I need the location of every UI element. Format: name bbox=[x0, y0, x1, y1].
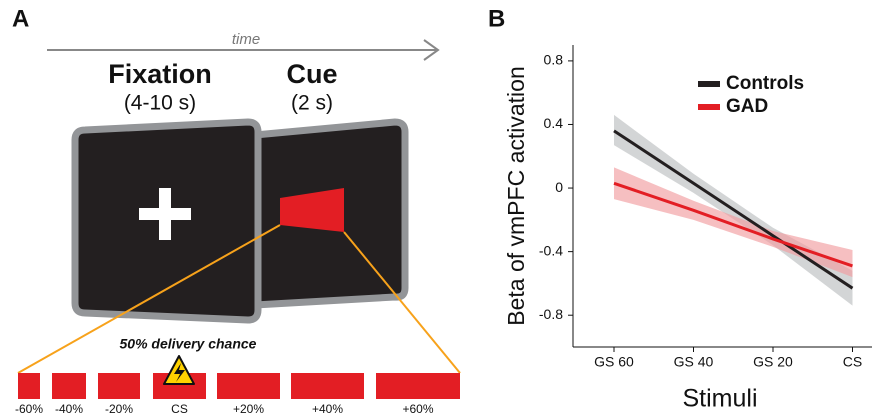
panel-label: A bbox=[12, 5, 29, 32]
y-tick-label: -0.8 bbox=[539, 306, 563, 322]
stimulus-label: +60% bbox=[402, 402, 433, 416]
x-tick-label: GS 40 bbox=[674, 354, 714, 370]
legend-label: GAD bbox=[726, 96, 768, 117]
stimulus-bar bbox=[18, 373, 40, 399]
stimulus-bar bbox=[217, 373, 280, 399]
x-tick-label: GS 20 bbox=[753, 354, 793, 370]
y-tick-label: 0.8 bbox=[544, 52, 564, 68]
stimulus-label: +20% bbox=[233, 402, 264, 416]
fixation-cross bbox=[139, 208, 191, 220]
cue-stimulus bbox=[280, 188, 344, 232]
stimulus-bar bbox=[291, 373, 364, 399]
y-tick-label: 0.4 bbox=[544, 115, 564, 131]
plot: 0.8 0.4 0 -0.4 -0.8 GS 60 GS 40 GS 20 CS Controls… bbox=[539, 45, 872, 370]
confidence-band bbox=[614, 167, 853, 278]
stimulus-label: -40% bbox=[55, 402, 83, 416]
zoom-line bbox=[17, 224, 281, 374]
y-tick-label: 0 bbox=[555, 179, 563, 195]
delivery-label: 50% delivery chance bbox=[120, 336, 257, 352]
y-tick-label: -0.4 bbox=[539, 242, 563, 258]
y-axis-label: Beta of vmPFC activation bbox=[503, 66, 529, 326]
stimulus-bar bbox=[376, 373, 460, 399]
cue-title: Cue bbox=[286, 59, 337, 89]
series-line bbox=[613, 129, 854, 290]
cue-duration: (2 s) bbox=[291, 92, 333, 115]
stimulus-label: CS bbox=[171, 402, 188, 416]
panel-label: B bbox=[488, 5, 505, 32]
x-axis-label: Stimuli bbox=[682, 385, 757, 413]
time-arrow-head bbox=[423, 39, 440, 61]
stimulus-label: -60% bbox=[15, 402, 43, 416]
stimuli: -60% -40% -20% CS +20% +40% +60% bbox=[15, 355, 460, 416]
stimulus-bar bbox=[98, 373, 140, 399]
legend-label: Controls bbox=[726, 73, 804, 94]
stimulus-label: -20% bbox=[105, 402, 133, 416]
zoom-line bbox=[343, 231, 461, 374]
x-tick-label: CS bbox=[843, 354, 862, 370]
warning-bolt bbox=[174, 363, 185, 382]
series-line bbox=[613, 181, 853, 268]
fixation-duration: (4-10 s) bbox=[124, 92, 196, 115]
stimulus-bar bbox=[52, 373, 86, 399]
time-label: time bbox=[232, 31, 260, 48]
stimulus-label: +40% bbox=[312, 402, 343, 416]
x-tick-label: GS 60 bbox=[594, 354, 634, 370]
fixation-title: Fixation bbox=[108, 59, 212, 89]
